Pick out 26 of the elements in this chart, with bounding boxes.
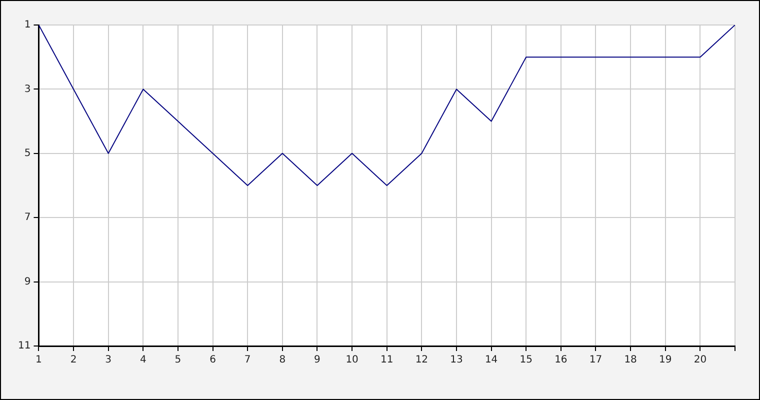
x-tick-label: 8 xyxy=(279,354,286,366)
x-tick-label: 7 xyxy=(244,354,251,366)
x-tick-label: 16 xyxy=(554,354,568,366)
x-tick-label: 4 xyxy=(140,354,146,366)
x-tick-label: 9 xyxy=(314,354,320,366)
x-tick-label: 18 xyxy=(624,354,637,366)
x-tick-label: 11 xyxy=(380,354,394,366)
y-tick-label: 3 xyxy=(24,84,31,95)
x-tick-label: 2 xyxy=(70,354,77,366)
x-tick-label: 12 xyxy=(415,354,428,366)
x-tick-label: 19 xyxy=(659,354,672,366)
y-tick-label: 1 xyxy=(24,20,31,31)
x-tick-label: 1 xyxy=(36,354,42,366)
x-tick-label: 6 xyxy=(210,354,216,366)
x-tick-label: 20 xyxy=(694,354,707,366)
x-tick-label: 3 xyxy=(105,354,112,366)
x-tick-label: 5 xyxy=(174,354,182,366)
y-tick-label: 5 xyxy=(24,148,31,159)
y-tick-label: 9 xyxy=(24,276,31,288)
x-tick-label: 13 xyxy=(450,354,463,366)
x-tick-label: 15 xyxy=(520,354,532,366)
x-tick-label: 14 xyxy=(484,354,498,366)
y-tick-label: 7 xyxy=(24,212,31,224)
x-tick-label: 17 xyxy=(589,354,602,366)
x-tick-label: 10 xyxy=(346,354,358,366)
y-tick-label: 11 xyxy=(18,340,31,352)
